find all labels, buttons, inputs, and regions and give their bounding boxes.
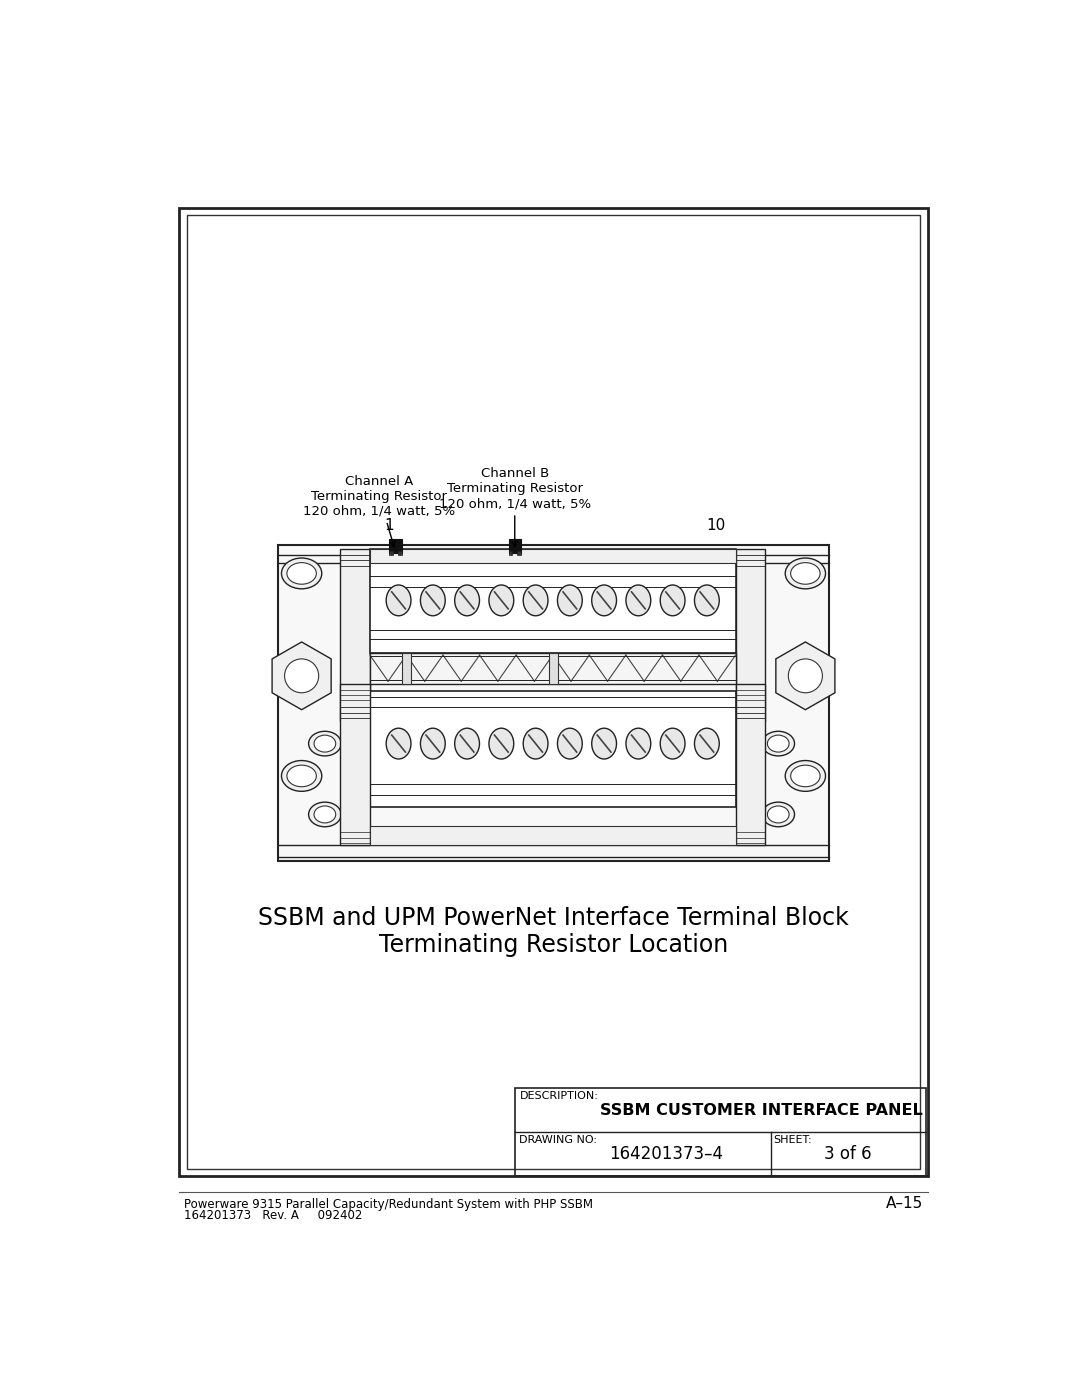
- Ellipse shape: [420, 728, 445, 759]
- Text: 164201373   Rev. A     092402: 164201373 Rev. A 092402: [184, 1210, 362, 1222]
- Text: 3 of 6: 3 of 6: [824, 1146, 872, 1164]
- Ellipse shape: [768, 806, 789, 823]
- Bar: [549, 652, 558, 683]
- Circle shape: [788, 659, 823, 693]
- Ellipse shape: [314, 735, 336, 752]
- Ellipse shape: [489, 728, 514, 759]
- Ellipse shape: [626, 728, 651, 759]
- Ellipse shape: [420, 585, 445, 616]
- Text: Channel B
Terminating Resistor
120 ohm, 1/4 watt, 5%: Channel B Terminating Resistor 120 ohm, …: [438, 467, 591, 546]
- Ellipse shape: [455, 728, 480, 759]
- Ellipse shape: [314, 806, 336, 823]
- Ellipse shape: [592, 728, 617, 759]
- Ellipse shape: [785, 557, 825, 588]
- Bar: [389, 539, 402, 553]
- Bar: [515, 1088, 926, 1176]
- Bar: [735, 683, 765, 845]
- Text: Channel A
Terminating Resistor
120 ohm, 1/4 watt, 5%: Channel A Terminating Resistor 120 ohm, …: [303, 475, 455, 548]
- Ellipse shape: [660, 585, 685, 616]
- Ellipse shape: [287, 766, 316, 787]
- Ellipse shape: [282, 557, 322, 588]
- Ellipse shape: [762, 731, 795, 756]
- Text: SHEET:: SHEET:: [773, 1134, 812, 1144]
- Ellipse shape: [660, 728, 685, 759]
- Bar: [402, 652, 410, 683]
- Text: 10: 10: [706, 518, 726, 534]
- Text: SSBM CUSTOMER INTERFACE PANEL: SSBM CUSTOMER INTERFACE PANEL: [599, 1102, 922, 1118]
- Ellipse shape: [309, 802, 341, 827]
- Ellipse shape: [694, 585, 719, 616]
- Ellipse shape: [489, 585, 514, 616]
- Ellipse shape: [791, 766, 820, 787]
- Text: SSBM and UPM PowerNet Interface Terminal Block: SSBM and UPM PowerNet Interface Terminal…: [258, 907, 849, 930]
- Ellipse shape: [785, 760, 825, 791]
- Bar: [369, 549, 735, 563]
- Ellipse shape: [626, 585, 651, 616]
- Bar: [369, 826, 735, 845]
- Ellipse shape: [455, 585, 480, 616]
- Ellipse shape: [762, 802, 795, 827]
- Ellipse shape: [387, 728, 411, 759]
- Bar: [369, 652, 735, 683]
- Ellipse shape: [287, 563, 316, 584]
- Text: DESCRIPTION:: DESCRIPTION:: [519, 1091, 598, 1101]
- Ellipse shape: [309, 731, 341, 756]
- Ellipse shape: [387, 585, 411, 616]
- Text: DRAWING NO:: DRAWING NO:: [519, 1134, 597, 1144]
- Polygon shape: [272, 643, 332, 710]
- Bar: [279, 545, 828, 861]
- Text: 1: 1: [384, 518, 394, 534]
- Bar: [340, 683, 369, 845]
- Text: 164201373–4: 164201373–4: [609, 1146, 723, 1164]
- Ellipse shape: [523, 728, 548, 759]
- Bar: [340, 549, 369, 721]
- Ellipse shape: [592, 585, 617, 616]
- Circle shape: [284, 659, 319, 693]
- Bar: [369, 549, 735, 652]
- Bar: [369, 692, 735, 806]
- Ellipse shape: [557, 728, 582, 759]
- Ellipse shape: [282, 760, 322, 791]
- Text: Terminating Resistor Location: Terminating Resistor Location: [379, 933, 728, 957]
- Bar: [187, 215, 920, 1169]
- Bar: [389, 550, 393, 555]
- Ellipse shape: [694, 728, 719, 759]
- Ellipse shape: [768, 735, 789, 752]
- Ellipse shape: [791, 563, 820, 584]
- Bar: [397, 550, 402, 555]
- Text: A–15: A–15: [886, 1196, 923, 1211]
- Bar: [509, 550, 512, 555]
- Bar: [517, 550, 521, 555]
- Ellipse shape: [557, 585, 582, 616]
- Bar: [735, 549, 765, 721]
- Bar: [509, 539, 521, 553]
- Polygon shape: [775, 643, 835, 710]
- Bar: [179, 208, 928, 1176]
- Ellipse shape: [523, 585, 548, 616]
- Text: Powerware 9315 Parallel Capacity/Redundant System with PHP SSBM: Powerware 9315 Parallel Capacity/Redunda…: [184, 1197, 593, 1211]
